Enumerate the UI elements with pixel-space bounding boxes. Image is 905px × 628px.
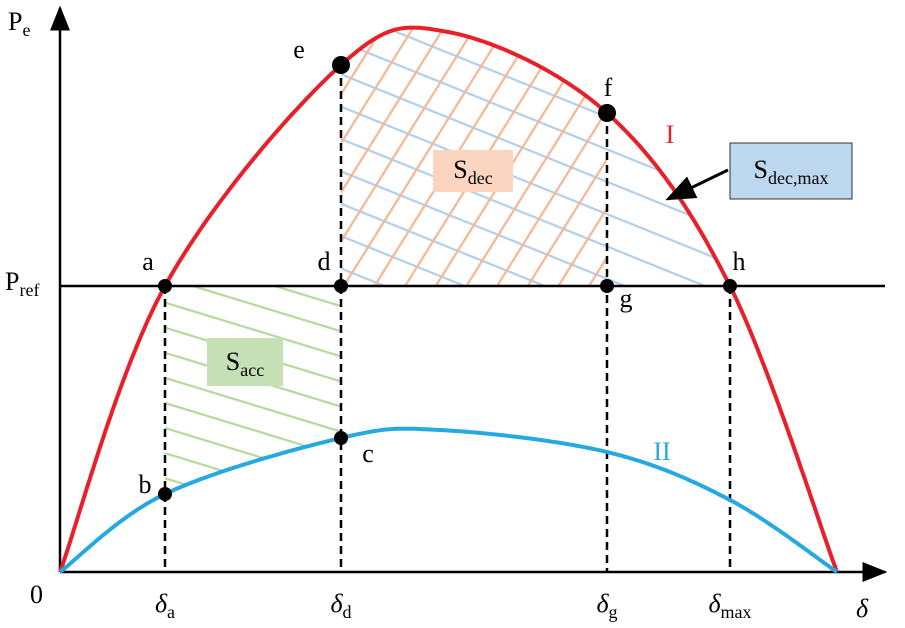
curve-label: I xyxy=(666,120,675,149)
point xyxy=(723,279,737,293)
label-box xyxy=(207,338,283,386)
angle-label: δmax xyxy=(708,589,751,622)
angle-main: δ xyxy=(708,589,721,618)
point-label: h xyxy=(733,247,746,276)
point xyxy=(334,279,348,293)
point-label: a xyxy=(142,247,154,276)
label-box xyxy=(729,142,853,200)
angle-sub: max xyxy=(721,602,752,622)
angle-sub: a xyxy=(167,602,175,622)
point-label: f xyxy=(604,73,613,102)
region-label-sub: dec,max xyxy=(768,168,828,188)
x-axis-label: δ xyxy=(856,594,869,623)
angle-main: δ xyxy=(330,589,343,618)
angle-sub: g xyxy=(609,602,618,622)
ref-label-main: P xyxy=(5,267,19,296)
region-label-main: S xyxy=(453,155,467,184)
point-label: g xyxy=(620,284,633,313)
region-label-main: S xyxy=(754,155,768,184)
angle-main: δ xyxy=(155,589,168,618)
origin-label: 0 xyxy=(30,580,43,609)
y-axis-label-main: P xyxy=(8,7,22,36)
region-label: Sdec,max xyxy=(754,155,829,188)
point xyxy=(158,487,172,501)
region-label: Sdec xyxy=(453,155,492,188)
region-label-sub: acc xyxy=(240,360,264,380)
y-axis-label-sub: e xyxy=(22,20,30,40)
pointer-arrow xyxy=(665,168,729,201)
region-label-sub: dec xyxy=(468,168,493,188)
angle-label: δa xyxy=(155,589,175,622)
angle-sub: d xyxy=(343,602,352,622)
point-label: b xyxy=(139,470,152,499)
ref-label-sub: ref xyxy=(19,280,39,300)
ref-label: Pref xyxy=(5,267,39,300)
point xyxy=(600,279,614,293)
angle-main: δ xyxy=(596,589,609,618)
region-label-main: S xyxy=(226,347,240,376)
point-label: d xyxy=(318,247,331,276)
point xyxy=(598,104,616,122)
angle-label: δg xyxy=(596,589,617,622)
angle-label: δd xyxy=(330,589,351,622)
curve-label: II xyxy=(653,437,670,466)
label-box xyxy=(433,150,513,192)
y-axis-label: Pe xyxy=(8,7,30,40)
point-label: c xyxy=(362,439,374,468)
region-label: Sacc xyxy=(226,347,264,380)
point xyxy=(332,56,350,74)
point-label: e xyxy=(293,35,305,64)
point xyxy=(158,279,172,293)
point xyxy=(334,431,348,445)
